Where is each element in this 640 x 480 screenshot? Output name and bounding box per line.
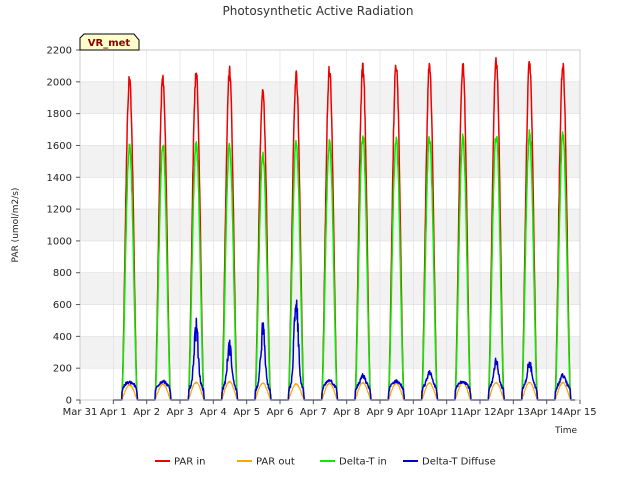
grid-band — [80, 336, 580, 369]
y-tick-label: 1800 — [47, 109, 72, 120]
legend: PAR in PAR out Delta-T in Delta-T Diffuse — [155, 457, 496, 468]
legend-label: Delta-T in — [339, 457, 387, 468]
chart-title: Photosynthetic Active Radiation — [223, 4, 414, 18]
y-tick-label: 2000 — [47, 77, 72, 88]
x-tick-label: Apr 12 — [463, 407, 496, 418]
y-tick-label: 1600 — [47, 141, 72, 152]
x-tick-label: Apr 9 — [367, 407, 394, 418]
y-tick-label: 1400 — [47, 173, 72, 184]
y-tick-label: 600 — [53, 300, 72, 311]
x-tick-label: Apr 6 — [267, 407, 294, 418]
legend-label: PAR in — [174, 457, 205, 468]
x-tick-label: Apr 1 — [100, 407, 127, 418]
y-tick-label: 200 — [53, 364, 72, 375]
y-tick-label: 1200 — [47, 205, 72, 216]
legend-label: PAR out — [256, 457, 295, 468]
y-tick-label: 0 — [66, 396, 72, 407]
x-tick-label: Apr 3 — [167, 407, 194, 418]
grid-band — [80, 209, 580, 241]
plot-frame — [79, 49, 581, 401]
x-tick-label: Apr 14 — [530, 407, 563, 418]
x-tick-label: Apr 5 — [233, 407, 260, 418]
y-tick-label: 800 — [53, 268, 72, 279]
y-axis-ticks: 0 200 400 600 800 1000 1200 1400 1600 1800 2000 220… — [47, 46, 80, 407]
site-badge: VR_met — [79, 33, 140, 51]
x-tick-label: Apr 13 — [497, 407, 530, 418]
y-tick-label: 2200 — [47, 46, 72, 57]
x-tick-label: Apr 11 — [430, 407, 463, 418]
y-axis-title: PAR (umol/m2/s) — [11, 188, 21, 263]
site-badge-label: VR_met — [88, 38, 131, 49]
y-tick-label: 400 — [53, 332, 72, 343]
legend-label: Delta-T Diffuse — [422, 457, 496, 468]
y-tick-label: 1000 — [47, 236, 72, 247]
x-tick-label: Apr 4 — [200, 407, 227, 418]
x-tick-label: Apr 2 — [133, 407, 160, 418]
x-tick-label: Apr 15 — [563, 407, 596, 418]
x-axis-title: Time — [554, 426, 577, 436]
grid-band — [80, 81, 580, 114]
x-tick-label: Apr 10 — [397, 407, 430, 418]
x-tick-label: Apr 8 — [333, 407, 360, 418]
x-axis-ticks: Mar 31 Apr 1 Apr 2 Apr 3 Apr 4 Apr 5 Apr 6 Apr … — [63, 400, 597, 418]
grid-band — [80, 272, 580, 305]
x-tick-label: Apr 7 — [300, 407, 327, 418]
x-tick-label: Mar 31 — [63, 407, 98, 418]
site-badge-box — [79, 33, 140, 51]
